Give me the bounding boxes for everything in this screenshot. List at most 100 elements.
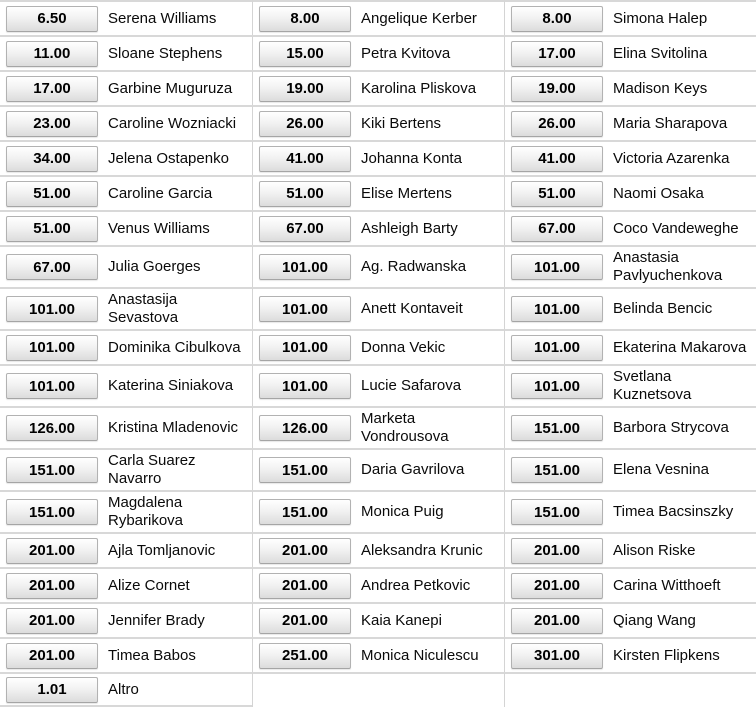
- player-name: Anastasija Sevastova: [108, 291, 179, 326]
- player-name: Julia Goerges: [108, 258, 201, 275]
- odds-button[interactable]: 51.00: [6, 215, 98, 242]
- odds-button[interactable]: 26.00: [259, 110, 351, 137]
- odds-button[interactable]: 51.00: [6, 180, 98, 207]
- odds-button[interactable]: 201.00: [6, 572, 98, 599]
- odds-button[interactable]: 301.00: [511, 642, 603, 669]
- selection-cell: 201.00 Qiang Wang: [504, 602, 756, 637]
- odds-button[interactable]: 151.00: [259, 499, 351, 525]
- odds-button[interactable]: 51.00: [511, 180, 603, 207]
- odds-button[interactable]: 201.00: [6, 642, 98, 669]
- odds-button[interactable]: 101.00: [259, 254, 351, 280]
- odds-button[interactable]: 101.00: [511, 373, 603, 399]
- player-name: Donna Vekic: [361, 338, 446, 356]
- odds-button[interactable]: 19.00: [511, 75, 603, 102]
- odds-button[interactable]: 8.00: [511, 5, 603, 32]
- odds-button[interactable]: 67.00: [6, 254, 98, 280]
- odds-button[interactable]: 201.00: [259, 607, 351, 634]
- odds-button[interactable]: 201.00: [259, 537, 351, 564]
- selection-cell: 41.00 Johanna Konta: [252, 140, 504, 175]
- odds-button[interactable]: 41.00: [511, 145, 603, 172]
- selection-cell: 101.00 Ekaterina Makarova: [504, 329, 756, 364]
- odds-button[interactable]: 101.00: [259, 373, 351, 399]
- odds-button[interactable]: 151.00: [259, 457, 351, 483]
- odds-button[interactable]: 151.00: [511, 415, 603, 441]
- odds-button[interactable]: 201.00: [511, 572, 603, 599]
- selection-cell: 1.01 Altro: [0, 672, 252, 707]
- odds-button[interactable]: 67.00: [259, 215, 351, 242]
- selection-cell: 126.00 Kristina Mladenovic: [0, 406, 252, 448]
- player-name: Ajla Tomljanovic: [108, 541, 216, 559]
- selection-cell: 17.00 Elina Svitolina: [504, 35, 756, 70]
- player-name: Ekaterina Makarova: [613, 338, 747, 356]
- selection-cell: 101.00 Belinda Bencic: [504, 287, 756, 329]
- player-name: Caroline Wozniacki: [108, 114, 237, 132]
- player-name: Kaia Kanepi: [361, 611, 442, 629]
- player-name: Karolina Pliskova: [361, 79, 477, 97]
- odds-button[interactable]: 101.00: [511, 296, 603, 322]
- odds-button[interactable]: 151.00: [511, 457, 603, 483]
- player-name: Garbine Muguruza: [108, 79, 233, 97]
- selection-cell: 201.00 Carina Witthoeft: [504, 567, 756, 602]
- player-name: Elise Mertens: [361, 184, 452, 202]
- selection-cell: 41.00 Victoria Azarenka: [504, 140, 756, 175]
- odds-button[interactable]: 126.00: [6, 415, 98, 441]
- odds-button[interactable]: 34.00: [6, 145, 98, 172]
- player-name: Elena Vesnina: [613, 461, 709, 478]
- odds-button[interactable]: 17.00: [511, 40, 603, 67]
- odds-button[interactable]: 151.00: [6, 499, 98, 525]
- odds-button[interactable]: 101.00: [6, 296, 98, 322]
- odds-button[interactable]: 17.00: [6, 75, 98, 102]
- player-name: Monica Puig: [361, 503, 444, 520]
- odds-button[interactable]: 19.00: [259, 75, 351, 102]
- selection-cell: 19.00 Madison Keys: [504, 70, 756, 105]
- selection-cell: 301.00 Kirsten Flipkens: [504, 637, 756, 672]
- player-name: Alize Cornet: [108, 576, 190, 594]
- player-name: Angelique Kerber: [361, 9, 477, 27]
- player-name: Qiang Wang: [613, 611, 696, 629]
- player-name: Petra Kvitova: [361, 44, 451, 62]
- odds-button[interactable]: 101.00: [259, 334, 351, 361]
- odds-button[interactable]: 151.00: [511, 499, 603, 525]
- selection-cell: 151.00 Timea Bacsinszky: [504, 490, 756, 532]
- odds-button[interactable]: 41.00: [259, 145, 351, 172]
- selection-cell: 11.00 Sloane Stephens: [0, 35, 252, 70]
- odds-button[interactable]: 11.00: [6, 40, 98, 67]
- selection-cell: 201.00 Ajla Tomljanovic: [0, 532, 252, 567]
- selection-cell: 151.00 Elena Vesnina: [504, 448, 756, 490]
- odds-button[interactable]: 126.00: [259, 415, 351, 441]
- odds-button[interactable]: 6.50: [6, 5, 98, 32]
- player-name: Jennifer Brady: [108, 611, 205, 629]
- player-name: Victoria Azarenka: [613, 149, 730, 167]
- player-name: Timea Bacsinszky: [613, 503, 734, 520]
- odds-button[interactable]: 101.00: [511, 254, 603, 280]
- odds-button[interactable]: 201.00: [6, 537, 98, 564]
- player-name: Jelena Ostapenko: [108, 149, 229, 167]
- odds-button[interactable]: 101.00: [6, 334, 98, 361]
- odds-button[interactable]: 1.01: [6, 676, 98, 703]
- odds-button[interactable]: 201.00: [511, 607, 603, 634]
- odds-button[interactable]: 101.00: [511, 334, 603, 361]
- odds-button[interactable]: 23.00: [6, 110, 98, 137]
- selection-cell: 8.00 Angelique Kerber: [252, 0, 504, 35]
- odds-button[interactable]: 151.00: [6, 457, 98, 483]
- odds-button[interactable]: 67.00: [511, 215, 603, 242]
- selection-cell: 101.00 Anastasija Sevastova: [0, 287, 252, 329]
- odds-button[interactable]: 201.00: [259, 572, 351, 599]
- odds-button[interactable]: 201.00: [6, 607, 98, 634]
- odds-button[interactable]: 15.00: [259, 40, 351, 67]
- odds-button[interactable]: 201.00: [511, 537, 603, 564]
- odds-button[interactable]: 101.00: [6, 373, 98, 399]
- odds-button[interactable]: 51.00: [259, 180, 351, 207]
- selection-cell: 101.00 Svetlana Kuznetsova: [504, 364, 756, 406]
- player-name: Aleksandra Krunic: [361, 541, 483, 559]
- selection-cell: 101.00 Anastasia Pavlyuchenkova: [504, 245, 756, 287]
- selection-cell: 101.00 Katerina Siniakova: [0, 364, 252, 406]
- odds-button[interactable]: 101.00: [259, 296, 351, 322]
- odds-button[interactable]: 8.00: [259, 5, 351, 32]
- odds-button[interactable]: 26.00: [511, 110, 603, 137]
- selection-cell: 101.00 Anett Kontaveit: [252, 287, 504, 329]
- selection-cell: 51.00 Caroline Garcia: [0, 175, 252, 210]
- player-name: Svetlana Kuznetsova: [613, 368, 692, 403]
- selection-cell: 67.00 Ashleigh Barty: [252, 210, 504, 245]
- odds-button[interactable]: 251.00: [259, 642, 351, 669]
